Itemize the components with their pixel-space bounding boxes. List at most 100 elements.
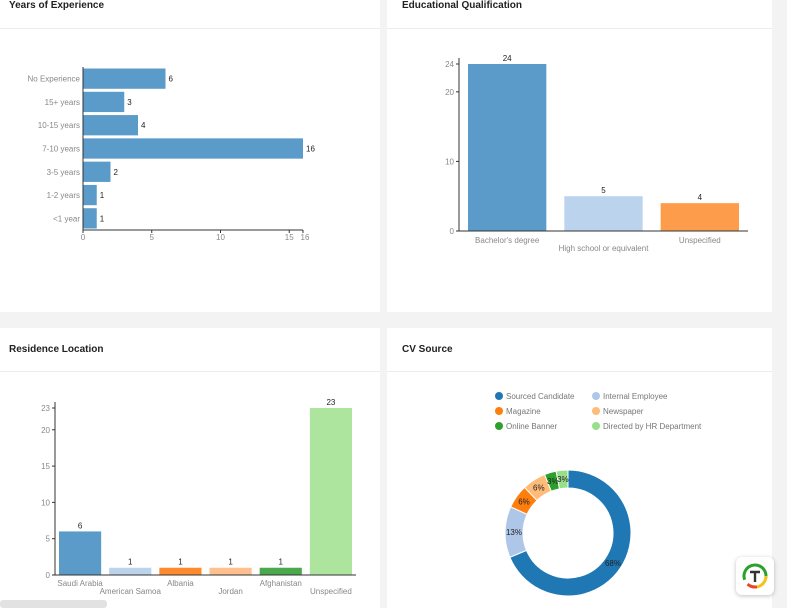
- experience-value-label: 6: [169, 75, 174, 84]
- experience-chart: No Experience 6 15+ years 3 10-15 years 4 7-10…: [28, 67, 315, 242]
- experience-bar: [83, 161, 111, 182]
- chat-widget-button[interactable]: [736, 557, 774, 595]
- experience-bar: [83, 91, 125, 113]
- card-divider: [387, 371, 772, 372]
- residence-value-label: 23: [326, 398, 335, 407]
- cv-legend-label: Internal Employee: [603, 392, 668, 401]
- education-y-tick-label: 0: [450, 227, 455, 236]
- cv-donut-slice: [555, 469, 569, 490]
- education-bar: [660, 203, 739, 231]
- education-y-tick-label: 24: [445, 60, 454, 69]
- cv-legend-marker: [592, 407, 600, 415]
- experience-value-label: 1: [100, 191, 105, 200]
- experience-value-label: 16: [306, 145, 315, 154]
- residence-category-label: Saudi Arabia: [57, 579, 103, 588]
- card-residence-location: Residence Location 6 Saudi Arabia 1 America…: [0, 328, 380, 608]
- cv-legend-marker: [495, 392, 503, 400]
- card-title: CV Source: [402, 344, 453, 355]
- residence-value-label: 1: [228, 558, 233, 567]
- education-bar: [468, 64, 547, 231]
- experience-x-tick-label: 16: [301, 233, 310, 242]
- card-years-of-experience: Years of Experience No Experience 6 15+ ye…: [0, 0, 380, 312]
- cv-slice-label: 68%: [605, 559, 621, 568]
- residence-bar: [59, 531, 102, 575]
- residence-y-tick-label: 23: [41, 404, 50, 413]
- card-divider: [387, 28, 772, 29]
- experience-value-label: 4: [141, 121, 146, 130]
- experience-bar: [83, 208, 97, 229]
- residence-y-tick-label: 10: [41, 498, 50, 507]
- residence-y-tick-label: 20: [41, 426, 50, 435]
- card-cv-source: CV Source Sourced Candidate Internal Empl…: [387, 328, 772, 608]
- experience-bar: [83, 184, 97, 206]
- cv-legend-label: Newspaper: [603, 407, 644, 416]
- experience-x-tick-label: 5: [150, 233, 155, 242]
- experience-x-tick-label: 0: [81, 233, 86, 242]
- cv-legend-marker: [495, 422, 503, 430]
- experience-bar: [83, 138, 303, 159]
- experience-bar: [83, 68, 166, 89]
- residence-bar: [259, 567, 302, 575]
- education-category-label: Bachelor's degree: [475, 236, 540, 245]
- cv-legend-marker: [592, 422, 600, 430]
- cv-legend-label: Online Banner: [506, 422, 557, 431]
- residence-bar: [309, 408, 352, 575]
- experience-category-label: 7-10 years: [42, 145, 80, 154]
- cv-source-chart: Sourced Candidate Internal Employee Magazi…: [495, 392, 702, 597]
- cv-slice-label: 3%: [547, 477, 559, 486]
- experience-x-tick-label: 15: [285, 233, 294, 242]
- cv-slice-label: 6%: [518, 498, 530, 507]
- experience-value-label: 1: [100, 214, 105, 223]
- residence-bar: [159, 567, 202, 575]
- cv-legend-label: Directed by HR Department: [603, 422, 702, 431]
- education-chart: 24 Bachelor's degree 5 High school or equiv…: [445, 54, 748, 253]
- experience-bar: [83, 115, 138, 136]
- experience-category-label: 3-5 years: [47, 168, 80, 177]
- education-y-tick-label: 20: [445, 88, 454, 97]
- horizontal-scrollbar[interactable]: [0, 600, 107, 608]
- education-value-label: 5: [601, 186, 606, 195]
- experience-category-label: 1-2 years: [47, 191, 80, 200]
- card-title: Educational Qualification: [402, 0, 523, 11]
- residence-value-label: 1: [178, 558, 183, 567]
- residence-value-label: 1: [128, 558, 133, 567]
- experience-value-label: 3: [127, 98, 132, 107]
- education-y-tick-label: 10: [445, 157, 454, 166]
- cv-legend-label: Sourced Candidate: [506, 392, 575, 401]
- cv-legend-label: Magazine: [506, 407, 541, 416]
- cv-slice-label: 3%: [557, 475, 569, 484]
- cv-slice-label: 6%: [533, 484, 545, 493]
- cv-donut-slice: [509, 469, 632, 597]
- residence-category-label: Jordan: [218, 587, 242, 596]
- experience-category-label: 10-15 years: [38, 121, 80, 130]
- page-scroll-gutter: [776, 0, 787, 608]
- residence-chart: 6 Saudi Arabia 1 American Samoa 1 Albania 1 Jor…: [41, 398, 356, 596]
- residence-category-label: Unspecified: [310, 587, 352, 596]
- education-bar: [564, 196, 643, 231]
- card-title: Years of Experience: [9, 0, 105, 11]
- chat-widget-icon: [742, 563, 768, 589]
- experience-value-label: 2: [114, 168, 119, 177]
- residence-y-tick-label: 15: [41, 462, 50, 471]
- cv-legend-marker: [495, 407, 503, 415]
- residence-y-tick-label: 0: [46, 571, 51, 580]
- residence-bar: [209, 567, 252, 575]
- residence-category-label: Albania: [167, 579, 194, 588]
- cv-slice-label: 13%: [506, 528, 522, 537]
- residence-value-label: 6: [78, 521, 83, 530]
- education-value-label: 24: [503, 54, 512, 63]
- education-category-label: Unspecified: [679, 236, 721, 245]
- card-divider: [0, 28, 380, 29]
- experience-category-label: <1 year: [53, 214, 80, 223]
- education-value-label: 4: [698, 193, 703, 202]
- education-category-label: High school or equivalent: [559, 244, 650, 253]
- residence-value-label: 1: [279, 558, 284, 567]
- residence-category-label: Afghanistan: [260, 579, 302, 588]
- experience-category-label: No Experience: [28, 75, 81, 84]
- experience-x-tick-label: 10: [216, 233, 225, 242]
- residence-category-label: American Samoa: [100, 587, 162, 596]
- residence-y-tick-label: 5: [46, 535, 51, 544]
- card-title: Residence Location: [9, 344, 104, 355]
- card-educational-qualification: Educational Qualification 24 Bachelor's d…: [387, 0, 772, 312]
- card-divider: [0, 371, 380, 372]
